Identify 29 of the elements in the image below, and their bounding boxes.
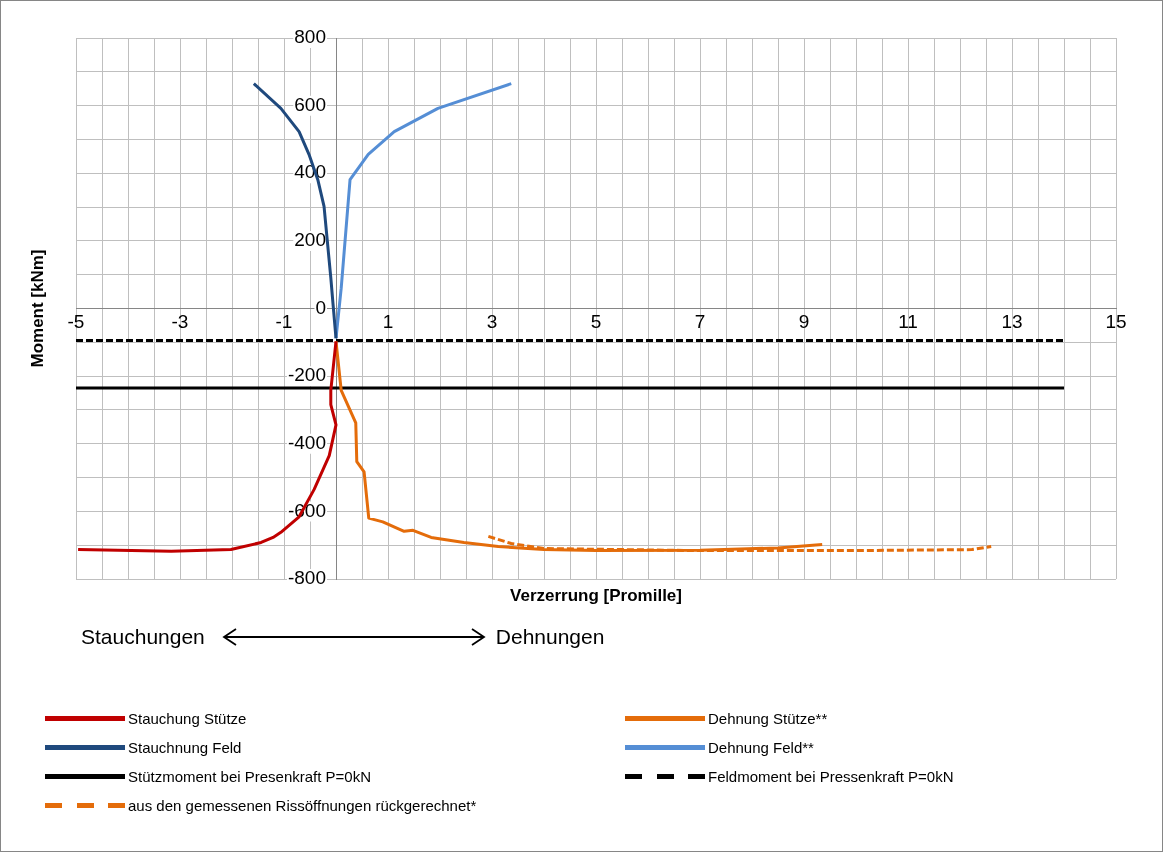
y-tick-label: 800: [294, 26, 326, 48]
x-tick-label: -1: [275, 311, 293, 333]
legend-label: Dehnung Stütze**: [708, 709, 828, 727]
y-tick-label: -800: [287, 567, 326, 589]
x-tick-label: 15: [1105, 311, 1127, 333]
x-tick-label: -3: [171, 311, 189, 333]
legend-label: Dehnung Feld**: [708, 738, 814, 756]
y-tick-label: -200: [287, 364, 326, 386]
y-tick-label: 200: [294, 229, 326, 251]
x-tick-label: 3: [486, 311, 498, 333]
x-tick-label: 11: [898, 311, 918, 333]
legend-label: Stauchnung Feld: [128, 738, 242, 756]
legend-label: Stauchung Stütze: [128, 709, 247, 727]
legend-label: aus den gemessenen Rissöffnungen rückgerechnet*: [128, 796, 477, 814]
x-tick-label: 9: [798, 311, 810, 333]
text: Stauchungen: [81, 625, 205, 649]
legend-label: Stützmoment bei Presenkraft P=0kN: [128, 767, 372, 785]
y-tick-label: 600: [294, 93, 326, 115]
x-tick-label: 13: [1001, 311, 1023, 333]
y-tick-label: 0: [315, 296, 326, 318]
x-axis-title: Verzerrung [Promille]: [510, 586, 682, 606]
x-tick-label: -5: [67, 311, 85, 333]
x-tick-label: 7: [694, 311, 706, 333]
y-tick-label: -400: [287, 431, 326, 453]
legend-label: Feldmoment bei Pressenkraft P=0kN: [708, 767, 954, 785]
x-tick-label: 1: [382, 311, 394, 333]
x-tick-label: 5: [590, 311, 602, 333]
y-axis-title: Moment [kNm]: [27, 249, 47, 368]
text: Dehnungen: [495, 625, 605, 649]
